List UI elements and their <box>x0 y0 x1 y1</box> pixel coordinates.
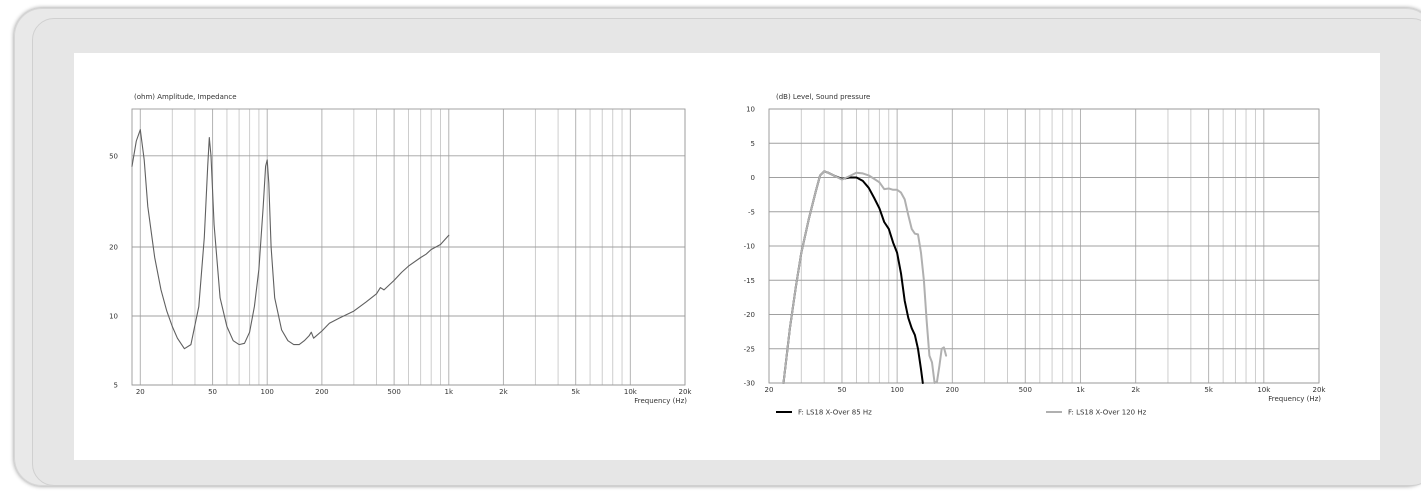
x-tick-label: 20 <box>765 386 774 394</box>
legend-label: F: LS18 X-Over 85 Hz <box>798 409 872 417</box>
series-line <box>131 129 450 350</box>
x-axis-title: Frequency (Hz) <box>634 397 687 405</box>
y-tick-label: 10 <box>746 106 755 114</box>
x-tick-label: 50 <box>837 386 846 394</box>
y-tick-label: -20 <box>744 311 755 319</box>
series-line <box>782 170 924 384</box>
series-line <box>782 170 948 384</box>
plot-frame <box>131 108 686 386</box>
x-tick-label: 10k <box>624 388 638 396</box>
y-tick-label: -5 <box>748 208 755 216</box>
legend-label: F: LS18 X-Over 120 Hz <box>1068 409 1147 417</box>
y-tick-label: 20 <box>109 244 118 252</box>
x-tick-label: 500 <box>1019 386 1032 394</box>
x-tick-label: 1k <box>1076 386 1085 394</box>
y-tick-label: -10 <box>744 243 755 251</box>
plot-frame <box>768 108 1320 384</box>
y-tick-label: -30 <box>744 380 755 388</box>
x-tick-label: 100 <box>890 386 903 394</box>
y-tick-label: 5 <box>751 140 755 148</box>
x-tick-label: 2k <box>499 388 508 396</box>
x-tick-label: 5k <box>1204 386 1213 394</box>
x-tick-label: 50 <box>208 388 217 396</box>
x-tick-label: 5k <box>571 388 580 396</box>
x-tick-label: 1k <box>445 388 454 396</box>
x-tick-label: 500 <box>387 388 400 396</box>
chart-title: (dB) Level, Sound pressure <box>776 93 870 101</box>
x-tick-label: 2k <box>1131 386 1140 394</box>
x-tick-label: 100 <box>261 388 274 396</box>
y-tick-label: -15 <box>744 277 755 285</box>
y-tick-label: -25 <box>744 345 755 353</box>
y-tick-label: 0 <box>751 174 755 182</box>
x-tick-label: 20k <box>1313 386 1327 394</box>
y-tick-label: 50 <box>109 152 118 160</box>
x-tick-label: 10k <box>1257 386 1271 394</box>
x-tick-label: 20k <box>679 388 693 396</box>
chart-2: 20 50 100 200 500 1k 2k 5k 10k 20k1050-5-10-15-20… <box>744 93 1327 417</box>
y-tick-label: 5 <box>114 382 118 390</box>
chart-1: 20 50 100 200 500 1k 2k 5k 10k 20k 5 10 20 50 (ohm) Am… <box>109 93 692 405</box>
charts-panel: 20 50 100 200 500 1k 2k 5k 10k 20k 5 10 20 50 (ohm) Am… <box>74 53 1380 460</box>
chart-title: (ohm) Amplitude, Impedance <box>134 93 237 101</box>
x-tick-label: 20 <box>136 388 145 396</box>
y-tick-label: 10 <box>109 313 118 321</box>
x-tick-label: 200 <box>315 388 328 396</box>
x-axis-title: Frequency (Hz) <box>1268 395 1321 403</box>
x-tick-label: 200 <box>946 386 959 394</box>
